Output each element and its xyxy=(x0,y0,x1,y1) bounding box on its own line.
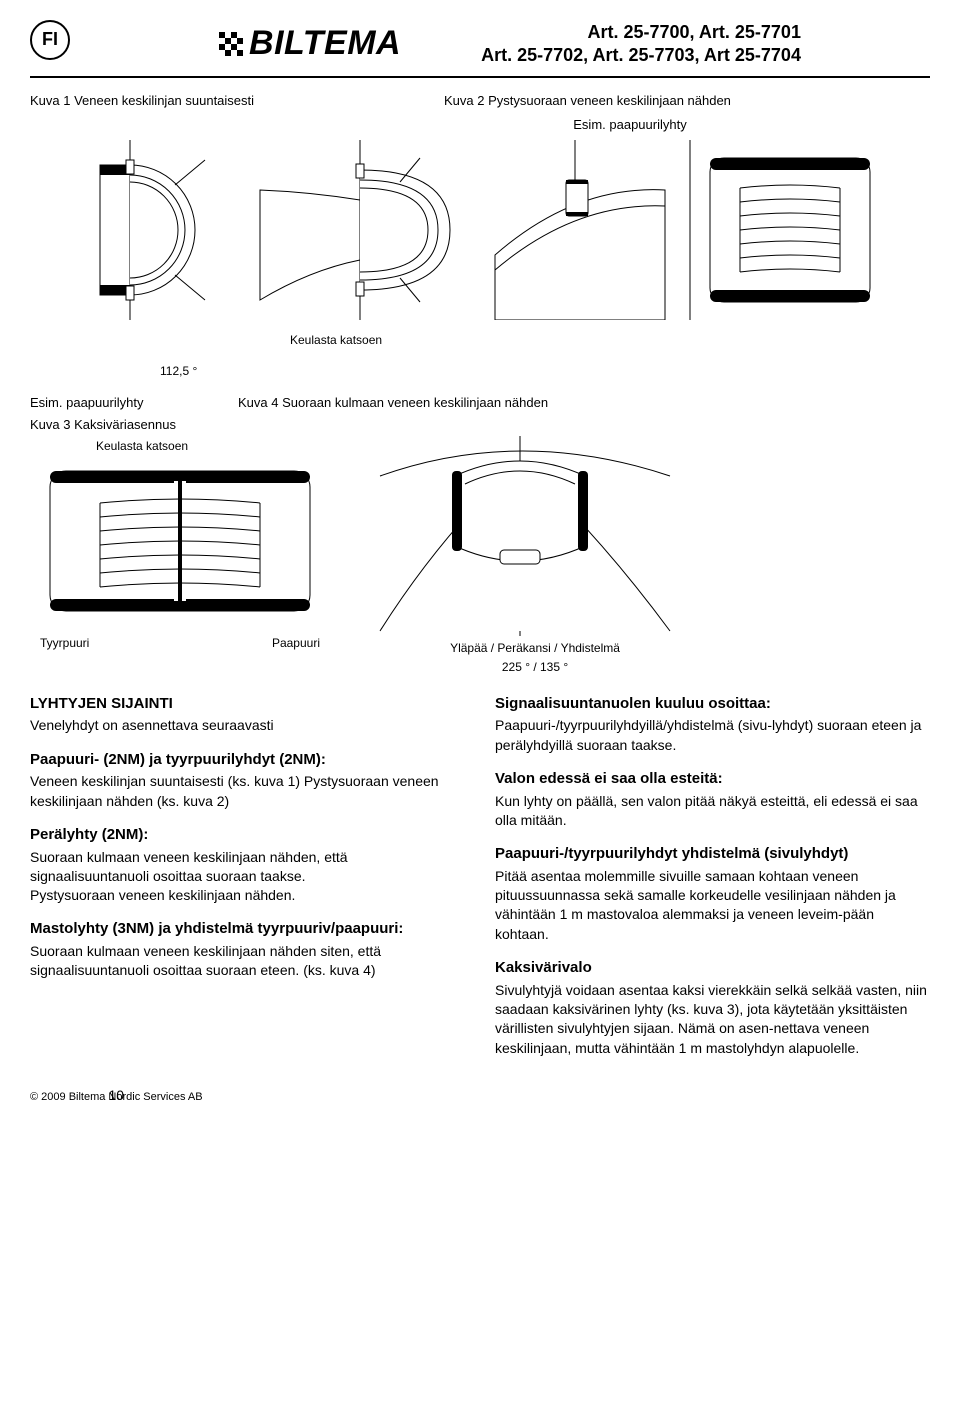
left-h4: Mastolyhty (3NM) ja yhdistelmä tyyrpuuri… xyxy=(30,919,465,940)
left-p2: Veneen keskilinjan suuntaisesti (ks. kuv… xyxy=(30,772,465,811)
left-column: LYHTYJEN SIJAINTI Venelyhdyt on asennett… xyxy=(30,694,465,1059)
left-h1: LYHTYJEN SIJAINTI xyxy=(30,694,465,715)
fig3-label: Kuva 3 Kaksiväriasennus xyxy=(30,416,930,434)
esim-paapuurilyhty-mid: Esim. paapuurilyhty xyxy=(30,394,228,412)
figure-top-labels: Kuva 1 Veneen keskilinjan suuntaisesti K… xyxy=(30,92,930,110)
angle-225-135: 225 ° / 135 ° xyxy=(502,659,568,676)
text-columns: LYHTYJEN SIJAINTI Venelyhdyt on asennett… xyxy=(30,694,930,1059)
figure-row-1 xyxy=(30,140,930,320)
brand-area: BILTEMA Art. 25-7700, Art. 25-7701 Art. … xyxy=(90,20,930,68)
right-h3: Paapuuri-/tyyrpuurilyhdyt yhdistelmä (si… xyxy=(495,844,930,865)
figure-row-2: Keulasta katsoen Tyyrpuuri xyxy=(30,436,930,676)
left-h2: Paapuuri- (2NM) ja tyyrpuurilyhdyt (2NM)… xyxy=(30,750,465,771)
header-divider xyxy=(30,76,930,78)
fig1-label: Kuva 1 Veneen keskilinjan suuntaisesti xyxy=(30,92,426,110)
right-p2: Kun lyhty on päällä, sen valon pitää näk… xyxy=(495,792,930,831)
left-h3: Perälyhty (2NM): xyxy=(30,825,465,846)
keulasta-katsoen-2: Keulasta katsoen xyxy=(96,438,188,455)
right-p4: Sivulyhtyjä voidaan asentaa kaksi vierek… xyxy=(495,981,930,1058)
fig2-middle xyxy=(490,140,670,320)
right-h2: Valon edessä ei saa olla esteitä: xyxy=(495,769,930,790)
page-footer: © 2009 Biltema Nordic Services AB 10 xyxy=(30,1086,930,1106)
fig2-left xyxy=(250,140,480,320)
fig2-right xyxy=(680,140,890,320)
fig3-side-labels: Tyyrpuuri Paapuuri xyxy=(30,635,330,652)
brand-text: BILTEMA xyxy=(249,20,401,68)
fig2-label: Kuva 2 Pystysuoraan veneen keskilinjaan … xyxy=(444,92,930,110)
language-badge: FI xyxy=(30,20,70,60)
right-p1: Paapuuri-/tyyrpuurilyhdyillä/yhdistelmä … xyxy=(495,716,930,755)
left-intro: Venelyhdyt on asennettava seuraavasti xyxy=(30,716,465,735)
right-h1: Signaalisuuntanuolen kuuluu osoittaa: xyxy=(495,694,930,715)
fig1 xyxy=(30,140,240,320)
angle-112-5: 112,5 ° xyxy=(30,363,930,380)
fig3: Keulasta katsoen Tyyrpuuri xyxy=(30,436,330,652)
fig4: Yläpää / Peräkansi / Yhdistelmä 225 ° / … xyxy=(370,436,700,676)
brand-checker-icon xyxy=(219,32,243,56)
right-column: Signaalisuuntanuolen kuuluu osoittaa: Pa… xyxy=(495,694,930,1059)
paapuuri-label: Paapuuri xyxy=(272,635,320,652)
mid-label-row: Esim. paapuurilyhty Kuva 4 Suoraan kulma… xyxy=(30,394,930,412)
ylapaa-label: Yläpää / Peräkansi / Yhdistelmä xyxy=(450,640,620,657)
right-p3: Pitää asentaa molemmille sivuille samaan… xyxy=(495,867,930,944)
page-header: FI BILTEMA Art. 25-7700, Art. 25-7701 Ar… xyxy=(30,20,930,68)
keulasta-katsoen-1: Keulasta katsoen xyxy=(30,332,930,349)
art-line-1: Art. 25-7700, Art. 25-7701 xyxy=(481,21,801,44)
page-number: 10 xyxy=(109,1086,125,1106)
left-p4: Suoraan kulmaan veneen keskilinjaan nähd… xyxy=(30,942,465,981)
esim-paapuurilyhty-top: Esim. paapuurilyhty xyxy=(30,116,930,134)
fig4-label: Kuva 4 Suoraan kulmaan veneen keskilinja… xyxy=(228,394,930,412)
tyyrpuuri-label: Tyyrpuuri xyxy=(40,635,89,652)
brand-logo: BILTEMA xyxy=(219,20,401,68)
art-line-2: Art. 25-7702, Art. 25-7703, Art 25-7704 xyxy=(481,44,801,67)
article-numbers: Art. 25-7700, Art. 25-7701 Art. 25-7702,… xyxy=(481,21,801,66)
left-p3: Suoraan kulmaan veneen keskilinjaan nähd… xyxy=(30,848,465,906)
right-h4: Kaksivärivalo xyxy=(495,958,930,979)
